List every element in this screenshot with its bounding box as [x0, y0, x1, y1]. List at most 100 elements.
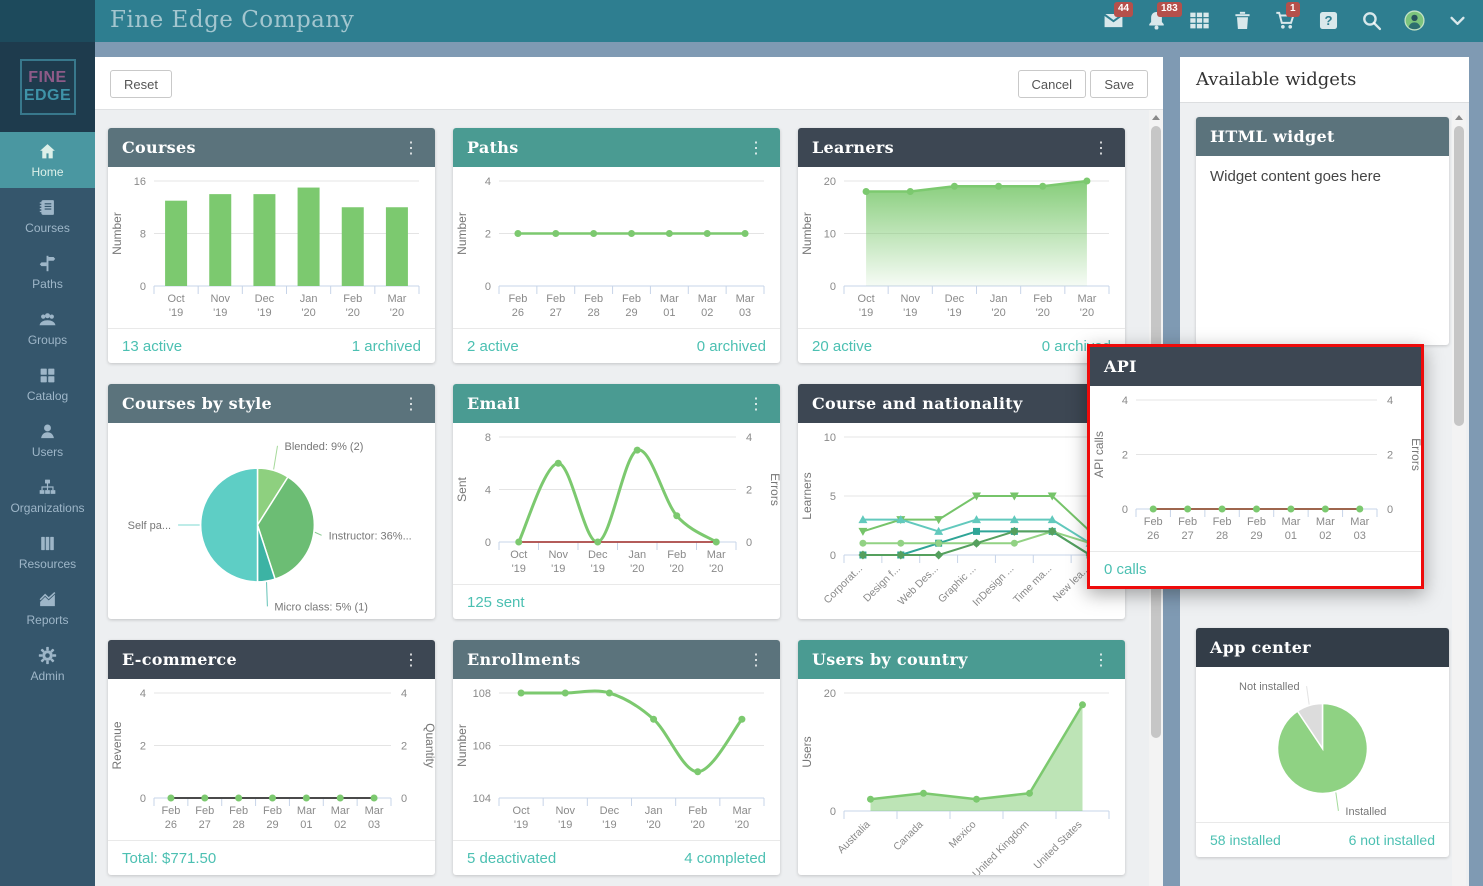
svg-text:Nov'19: Nov '19: [900, 293, 920, 319]
sidebar-item-groups[interactable]: Groups: [0, 300, 95, 356]
widget-header[interactable]: Learners ⋮: [798, 128, 1125, 167]
logo-block[interactable]: FINE EDGE: [0, 42, 95, 132]
bell-icon[interactable]: 183: [1146, 2, 1182, 32]
users_by_country-widget-card[interactable]: Users by country ⋮ 0 20 Users Australia Cana…: [798, 640, 1125, 875]
kebab-menu-icon[interactable]: ⋮: [403, 395, 419, 413]
kebab-menu-icon[interactable]: ⋮: [1093, 651, 1109, 669]
kebab-menu-icon[interactable]: ⋮: [748, 139, 764, 157]
svg-text:Oct'19: Oct '19: [168, 293, 185, 319]
widget-footer-left-link[interactable]: Total: $771.50: [122, 849, 217, 867]
widget-header[interactable]: Users by country ⋮: [798, 640, 1125, 679]
svg-text:Errors: Errors: [1409, 438, 1421, 471]
widget-header[interactable]: Courses ⋮: [108, 128, 435, 167]
scroll-up-arrow-icon[interactable]: [1152, 115, 1160, 120]
sidebar-item-paths[interactable]: Paths: [0, 244, 95, 300]
svg-text:4: 4: [1122, 395, 1128, 407]
mail-icon[interactable]: 44: [1103, 2, 1134, 32]
widget-header[interactable]: API: [1090, 347, 1421, 386]
kebab-menu-icon[interactable]: ⋮: [748, 651, 764, 669]
ecommerce-widget-card[interactable]: E-commerce ⋮ 0 2 4 0 2 4 Revenue Quantity Feb 26 F…: [108, 640, 435, 875]
reset-button[interactable]: Reset: [110, 70, 172, 98]
widget-footer-left-link[interactable]: 5 deactivated: [467, 849, 557, 867]
sidebar-item-resources[interactable]: Resources: [0, 524, 95, 580]
widget-header[interactable]: Course and nationality ⋮: [798, 384, 1125, 423]
widget-header[interactable]: Courses by style ⋮: [108, 384, 435, 423]
page-title: Fine Edge Company: [110, 7, 355, 33]
svg-text:0: 0: [746, 537, 752, 549]
widget-footer-right-link[interactable]: 0 archived: [696, 337, 766, 355]
calls-link[interactable]: 0 calls: [1104, 560, 1147, 578]
sidebar-nav: Home Courses Paths Groups Catalog Users Organi…: [0, 132, 95, 692]
kebab-menu-icon[interactable]: ⋮: [403, 139, 419, 157]
reports-icon: [38, 590, 57, 609]
course_nationality-widget-card[interactable]: Course and nationality ⋮ 0 5 10 Learners Cor…: [798, 384, 1125, 619]
widget-footer-left-link[interactable]: 125 sent: [467, 593, 525, 611]
search-icon[interactable]: [1361, 10, 1383, 32]
app-center-widget-card[interactable]: App center Installed Not installed 58 ins…: [1196, 628, 1449, 857]
scroll-up-arrow-icon[interactable]: [1455, 115, 1463, 120]
widget-footer-right-link[interactable]: 1 archived: [351, 337, 421, 355]
widget-header[interactable]: Enrollments ⋮: [453, 640, 780, 679]
cart-icon[interactable]: 1: [1275, 2, 1300, 32]
svg-text:0: 0: [830, 806, 836, 818]
sidebar-item-catalog[interactable]: Catalog: [0, 356, 95, 412]
widget-footer-left-link[interactable]: 20 active: [812, 337, 873, 355]
help-icon[interactable]: ?: [1318, 10, 1340, 32]
svg-text:Dec'19: Dec '19: [600, 805, 620, 831]
widget-chart: 104 106 108 Number Oct '19 Nov '19 Dec '19 Jan '20 F…: [453, 679, 780, 840]
widget-header[interactable]: App center: [1196, 628, 1449, 667]
organizations-icon: [38, 478, 57, 497]
widget-header[interactable]: E-commerce ⋮: [108, 640, 435, 679]
cancel-button[interactable]: Cancel: [1017, 70, 1086, 98]
sidebar-item-home[interactable]: Home: [0, 132, 95, 188]
widget-footer-right-link[interactable]: 4 completed: [684, 849, 766, 867]
html-widget-card[interactable]: HTML widget Widget content goes here: [1196, 117, 1449, 345]
svg-text:Sent: Sent: [455, 476, 469, 501]
installed-link[interactable]: 58 installed: [1210, 832, 1281, 848]
email-widget-card[interactable]: Email ⋮ 0 4 8 0 2 4 Sent Errors Oct '19 Nov '19 Dec '…: [453, 384, 780, 619]
enrollments-widget-card[interactable]: Enrollments ⋮ 104 106 108 Number Oct '19 Nov '1…: [453, 640, 780, 875]
sidebar-item-users[interactable]: Users: [0, 412, 95, 468]
trash-icon[interactable]: [1232, 10, 1254, 32]
save-button[interactable]: Save: [1090, 70, 1148, 98]
learners-widget-card[interactable]: Learners ⋮ 0 10 20 Number Oct '19 Nov '19 Dec '19…: [798, 128, 1125, 363]
widget-header[interactable]: HTML widget: [1196, 117, 1449, 156]
panel-scrollbar[interactable]: [1452, 110, 1466, 886]
panel-scrollbar-thumb[interactable]: [1454, 126, 1464, 426]
widget-footer-left-link[interactable]: 2 active: [467, 337, 519, 355]
kebab-menu-icon[interactable]: ⋮: [403, 651, 419, 669]
notification-badge: 1: [1286, 2, 1300, 17]
sidebar-item-courses[interactable]: Courses: [0, 188, 95, 244]
widget-title: App center: [1210, 638, 1311, 657]
svg-text:Number: Number: [455, 724, 469, 767]
sidebar-item-organizations[interactable]: Organizations: [0, 468, 95, 524]
svg-text:Oct'19: Oct '19: [858, 293, 875, 319]
api-widget-card[interactable]: API 0 2 4 0 2 4 API calls Errors Feb 26 Feb 27 Feb 28…: [1087, 344, 1424, 589]
not-installed-link[interactable]: 6 not installed: [1348, 832, 1435, 848]
widget-header[interactable]: Paths ⋮: [453, 128, 780, 167]
sidebar-item-reports[interactable]: Reports: [0, 580, 95, 636]
avatar-icon[interactable]: [1404, 10, 1426, 32]
sidebar-item-admin[interactable]: Admin: [0, 636, 95, 692]
kebab-menu-icon[interactable]: ⋮: [748, 395, 764, 413]
chevron-down-icon[interactable]: [1447, 10, 1469, 32]
svg-text:20: 20: [824, 176, 836, 188]
widget-header[interactable]: Email ⋮: [453, 384, 780, 423]
widget-footer-left-link[interactable]: 13 active: [122, 337, 183, 355]
svg-text:Dec'19: Dec '19: [255, 293, 275, 319]
kebab-menu-icon[interactable]: ⋮: [1093, 139, 1109, 157]
sidebar-item-label: Admin: [30, 668, 65, 683]
svg-text:Jan'20: Jan '20: [645, 805, 663, 831]
table-icon[interactable]: [1189, 10, 1211, 32]
courses_by_style-widget-card[interactable]: Courses by style ⋮ Blended: 9% (2) Instru…: [108, 384, 435, 619]
courses-widget-card[interactable]: Courses ⋮ 0 8 16 Number Oct '19 Nov '19 Dec '19 Ja…: [108, 128, 435, 363]
paths-widget-card[interactable]: Paths ⋮ 0 2 4 Number Feb 26 Feb 27 Feb 28 Feb 29 Mar…: [453, 128, 780, 363]
